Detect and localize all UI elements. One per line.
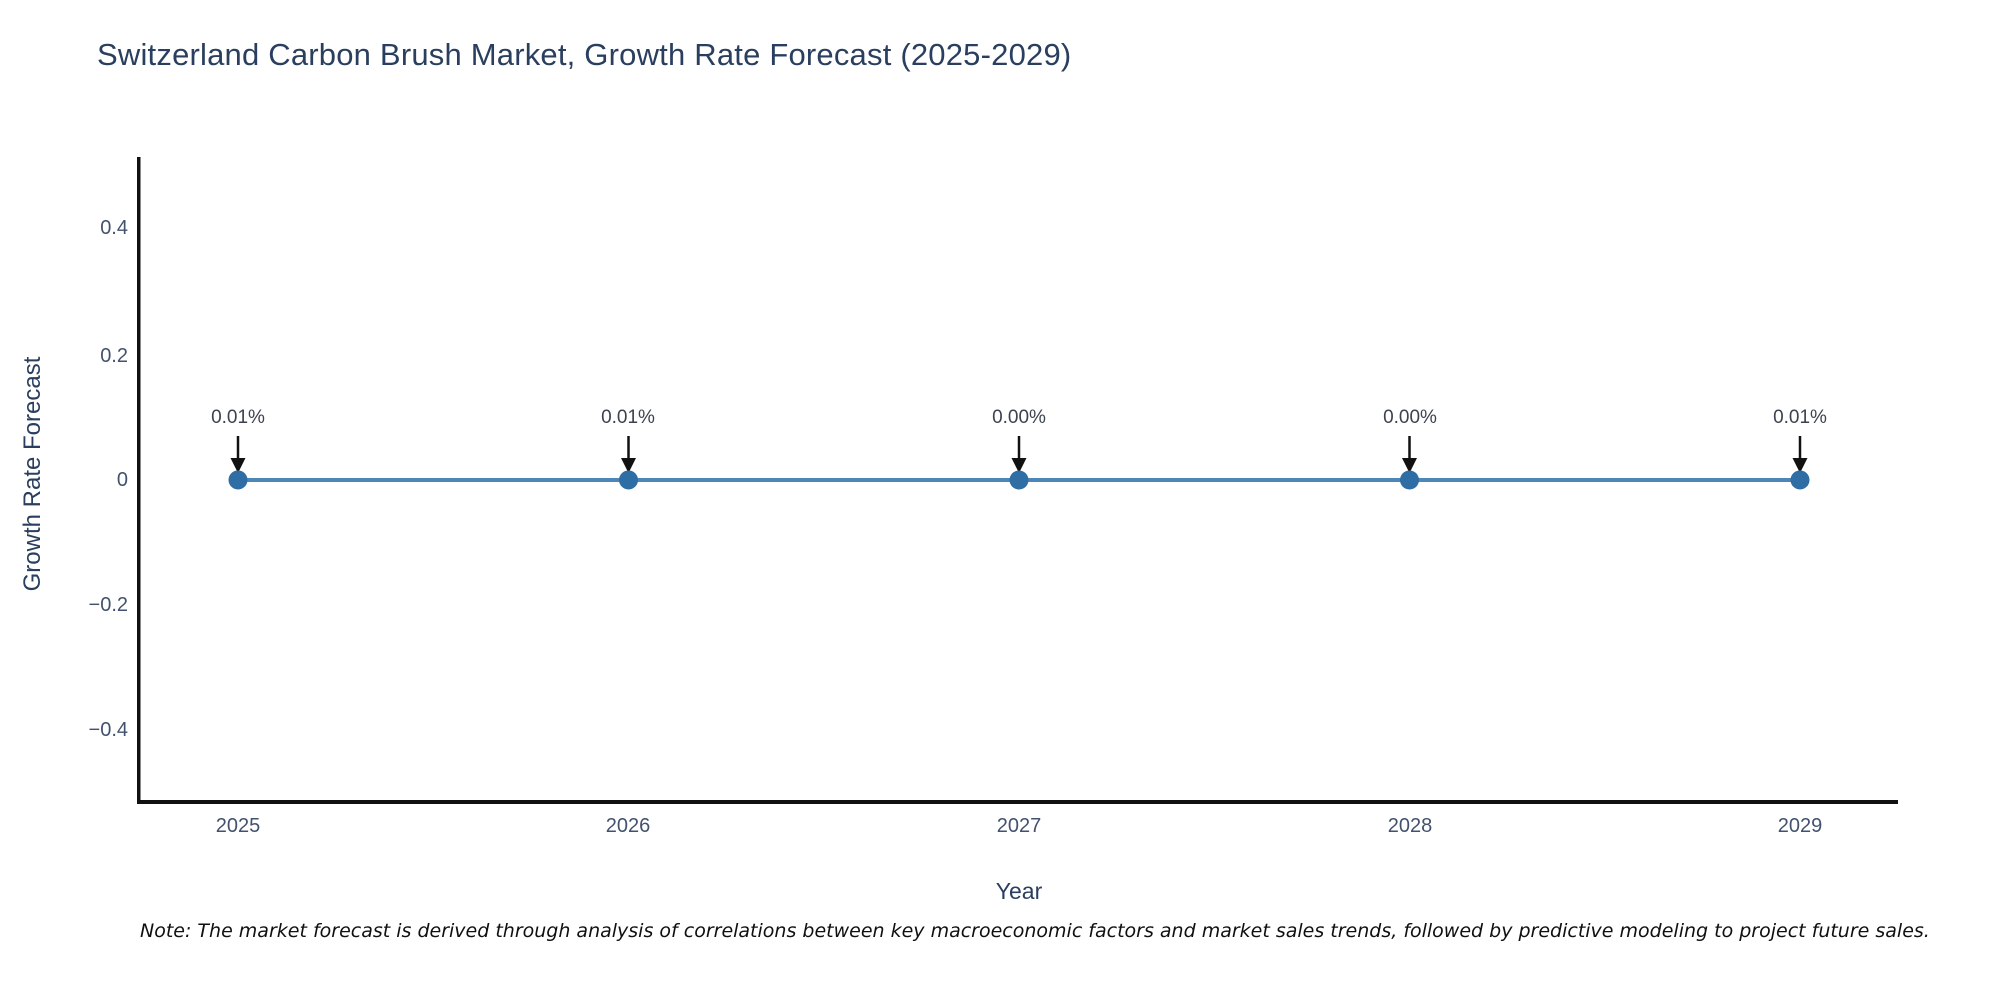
y-axis-spine [137,157,141,804]
annotation-arrowhead [621,458,636,473]
data-point[interactable] [1400,470,1419,490]
y-tick-label: 0.4 [100,217,128,239]
x-tick-label: 2026 [605,815,651,837]
annotation-arrowhead [230,458,246,473]
data-point[interactable] [619,470,638,490]
point-annotation: 0.01% [601,407,655,428]
point-annotation: 0.00% [992,407,1046,428]
y-tick-label: 0.2 [100,345,128,367]
point-annotation: 0.00% [1383,407,1437,428]
y-tick-label: 0 [116,469,128,491]
x-axis-spine [137,800,1898,804]
point-annotation: 0.01% [1773,407,1827,428]
data-point[interactable] [1009,470,1029,490]
annotation-arrowhead [1011,458,1027,473]
x-tick-label: 2027 [996,815,1042,837]
data-point[interactable] [228,470,248,490]
x-tick-label: 2029 [1777,815,1823,837]
y-tick-label: −0.2 [88,594,128,616]
data-point[interactable] [1790,470,1810,490]
point-annotation: 0.01% [211,407,265,428]
annotation-arrowhead [1792,458,1808,473]
x-axis-title: Year [995,878,1043,904]
x-tick-label: 2025 [215,815,261,837]
x-tick-label: 2028 [1387,815,1433,837]
chart-title: Switzerland Carbon Brush Market, Growth … [97,37,1072,72]
y-tick-label: −0.4 [88,719,128,741]
footnote: Note: The market forecast is derived thr… [140,920,1930,942]
annotation-arrowhead [1402,458,1417,473]
